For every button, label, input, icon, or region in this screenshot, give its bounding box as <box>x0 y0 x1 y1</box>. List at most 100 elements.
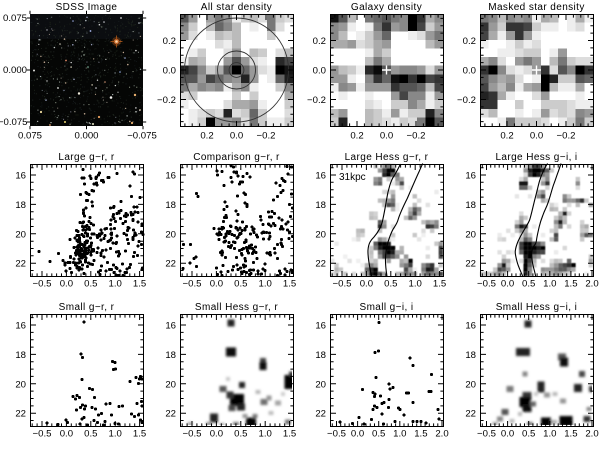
svg-text:1.5: 1.5 <box>414 429 427 440</box>
svg-text:22: 22 <box>165 409 176 420</box>
svg-text:0.2: 0.2 <box>163 36 176 47</box>
svg-text:2.0: 2.0 <box>585 279 598 290</box>
svg-text:20: 20 <box>15 379 26 390</box>
svg-text:Galaxy density: Galaxy density <box>351 2 422 13</box>
svg-text:1.0: 1.0 <box>259 429 272 440</box>
svg-text:Comparison g−r, r: Comparison g−r, r <box>193 152 280 163</box>
svg-text:−0.2: −0.2 <box>557 131 576 142</box>
svg-text:18: 18 <box>315 350 326 361</box>
svg-text:Small Hess g−r, r: Small Hess g−r, r <box>195 302 278 313</box>
svg-text:Large Hess g−i, i: Large Hess g−i, i <box>495 152 577 163</box>
svg-text:1.5: 1.5 <box>564 429 577 440</box>
svg-text:1.0: 1.0 <box>393 429 406 440</box>
svg-text:−0.5: −0.5 <box>183 279 202 290</box>
svg-text:20: 20 <box>165 229 176 240</box>
svg-text:18: 18 <box>315 200 326 211</box>
svg-text:−0.075: −0.075 <box>0 117 28 128</box>
svg-text:16: 16 <box>165 321 176 332</box>
svg-text:0.5: 0.5 <box>522 429 535 440</box>
svg-text:0.075: 0.075 <box>18 131 42 142</box>
svg-text:0.5: 0.5 <box>84 429 97 440</box>
svg-text:Masked star density: Masked star density <box>488 2 585 13</box>
svg-text:0.0: 0.0 <box>501 429 514 440</box>
svg-text:0.0: 0.0 <box>60 429 73 440</box>
svg-text:0.0: 0.0 <box>210 279 223 290</box>
svg-text:16: 16 <box>15 321 26 332</box>
svg-text:−0.2: −0.2 <box>307 95 326 106</box>
svg-text:0.0: 0.0 <box>360 279 373 290</box>
svg-text:0.5: 0.5 <box>384 279 397 290</box>
svg-text:18: 18 <box>165 350 176 361</box>
svg-text:20: 20 <box>315 379 326 390</box>
svg-text:−0.2: −0.2 <box>157 95 176 106</box>
svg-text:0.5: 0.5 <box>234 279 247 290</box>
svg-text:1.5: 1.5 <box>133 279 146 290</box>
svg-text:−0.5: −0.5 <box>333 279 352 290</box>
svg-text:1.5: 1.5 <box>433 279 446 290</box>
svg-text:0.2: 0.2 <box>200 131 213 142</box>
svg-text:1.0: 1.0 <box>109 279 122 290</box>
svg-text:0.0: 0.0 <box>163 66 176 77</box>
svg-text:1.0: 1.0 <box>543 429 556 440</box>
svg-text:16: 16 <box>315 171 326 182</box>
svg-text:16: 16 <box>465 171 476 182</box>
svg-text:−0.075: −0.075 <box>127 131 157 142</box>
svg-text:18: 18 <box>165 200 176 211</box>
svg-text:0.000: 0.000 <box>74 131 98 142</box>
svg-text:0.2: 0.2 <box>463 36 476 47</box>
svg-text:0.2: 0.2 <box>350 131 363 142</box>
svg-text:−0.2: −0.2 <box>407 131 426 142</box>
svg-text:1.5: 1.5 <box>283 429 296 440</box>
svg-text:18: 18 <box>15 200 26 211</box>
svg-text:22: 22 <box>15 259 26 270</box>
svg-text:All star density: All star density <box>201 2 272 13</box>
svg-text:22: 22 <box>15 409 26 420</box>
svg-text:1.0: 1.0 <box>109 429 122 440</box>
svg-text:−0.5: −0.5 <box>327 429 346 440</box>
svg-text:Small g−i, i: Small g−i, i <box>360 302 414 313</box>
svg-text:−0.5: −0.5 <box>183 429 202 440</box>
svg-text:−0.2: −0.2 <box>457 95 476 106</box>
svg-text:20: 20 <box>465 379 476 390</box>
svg-text:0.0: 0.0 <box>501 279 514 290</box>
svg-text:Large g−r, r: Large g−r, r <box>58 152 114 163</box>
svg-text:20: 20 <box>315 229 326 240</box>
svg-text:0.0: 0.0 <box>210 429 223 440</box>
svg-text:1.5: 1.5 <box>564 279 577 290</box>
svg-text:1.0: 1.0 <box>543 279 556 290</box>
svg-text:−0.5: −0.5 <box>477 279 496 290</box>
svg-text:0.0: 0.0 <box>380 131 393 142</box>
svg-text:2.0: 2.0 <box>585 429 598 440</box>
svg-text:−0.5: −0.5 <box>33 429 52 440</box>
svg-text:16: 16 <box>165 171 176 182</box>
svg-text:0.5: 0.5 <box>372 429 385 440</box>
svg-text:2.0: 2.0 <box>435 429 448 440</box>
svg-text:22: 22 <box>315 259 326 270</box>
svg-text:16: 16 <box>465 321 476 332</box>
svg-text:0.0: 0.0 <box>463 66 476 77</box>
svg-text:−0.5: −0.5 <box>477 429 496 440</box>
svg-text:22: 22 <box>315 409 326 420</box>
svg-text:0.5: 0.5 <box>522 279 535 290</box>
svg-text:0.0: 0.0 <box>351 429 364 440</box>
svg-text:1.0: 1.0 <box>409 279 422 290</box>
svg-text:Large Hess g−r, r: Large Hess g−r, r <box>345 152 429 163</box>
svg-text:0.5: 0.5 <box>234 429 247 440</box>
svg-text:Small Hess g−i, i: Small Hess g−i, i <box>496 302 578 313</box>
svg-text:0.0: 0.0 <box>530 131 543 142</box>
svg-text:0.5: 0.5 <box>84 279 97 290</box>
svg-text:0.000: 0.000 <box>3 65 27 76</box>
svg-text:18: 18 <box>465 200 476 211</box>
svg-text:0.0: 0.0 <box>313 66 326 77</box>
svg-text:1.5: 1.5 <box>133 429 146 440</box>
svg-text:1.5: 1.5 <box>283 279 296 290</box>
svg-text:0.2: 0.2 <box>313 36 326 47</box>
svg-text:Small g−r, r: Small g−r, r <box>59 302 115 313</box>
svg-text:0.0: 0.0 <box>60 279 73 290</box>
svg-text:20: 20 <box>465 229 476 240</box>
svg-text:−0.2: −0.2 <box>257 131 276 142</box>
svg-text:22: 22 <box>465 259 476 270</box>
svg-text:0.0: 0.0 <box>230 131 243 142</box>
svg-text:18: 18 <box>465 350 476 361</box>
svg-text:SDSS Image: SDSS Image <box>56 2 118 13</box>
